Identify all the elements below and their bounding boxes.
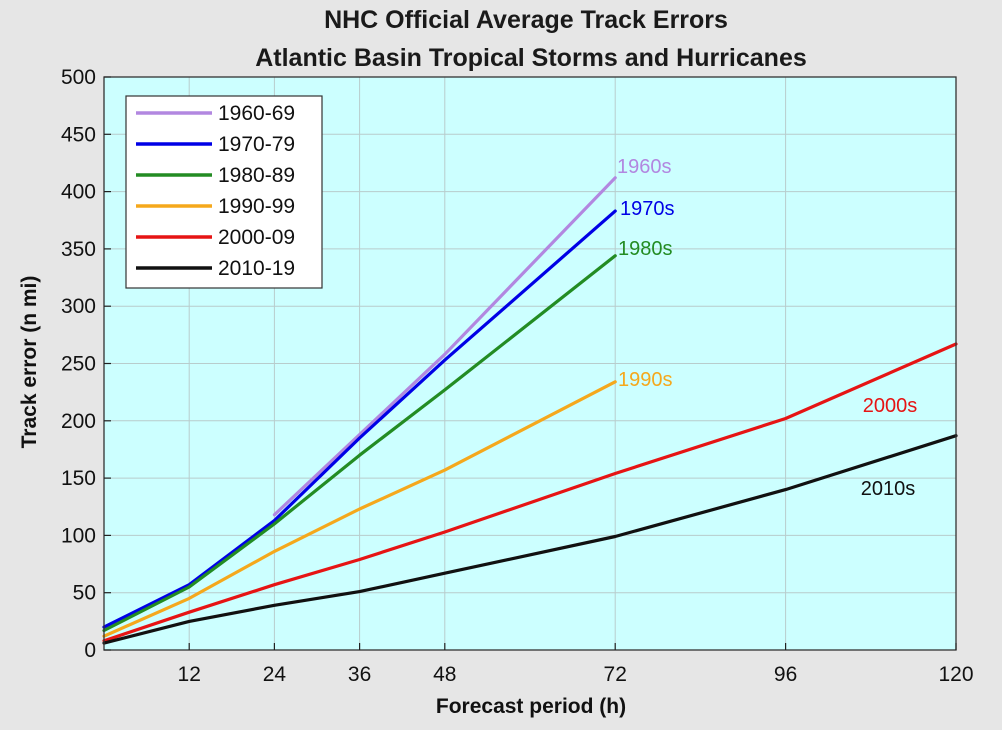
series-annotations: 1960s 1970s 1980s 1990s 2000s 2010s [617, 156, 917, 500]
series-line-1980-89 [102, 254, 617, 633]
legend-label-2000-09: 2000-09 [218, 226, 295, 249]
y-tick-label: 0 [84, 639, 96, 662]
y-tick-label: 450 [61, 123, 96, 146]
legend-label-1980-89: 1980-89 [218, 164, 295, 187]
legend-box [125, 95, 323, 289]
series-line-1970-79 [102, 209, 617, 629]
legend-label-2010-19: 2010-19 [218, 257, 295, 280]
y-tick-label: 350 [61, 238, 96, 261]
x-axis-label: Forecast period (h) [436, 695, 626, 718]
x-tick-label: 24 [263, 663, 287, 686]
y-tick-label: 50 [73, 582, 96, 605]
x-tick-label: 48 [433, 663, 456, 686]
annotation-1980s: 1980s [618, 238, 673, 260]
y-tick-label: 400 [61, 181, 96, 204]
axis-ticks: 0 50 100 150 200 250 300 350 400 450 500 12 24 36 48 72… [61, 66, 974, 686]
annotation-1960s: 1960s [617, 156, 672, 178]
x-tick-label: 12 [178, 663, 201, 686]
y-tick-label: 150 [61, 467, 96, 490]
annotation-2000s: 2000s [863, 395, 918, 417]
y-tick-label: 300 [61, 295, 96, 318]
annotation-1990s: 1990s [618, 369, 673, 391]
x-tick-label: 36 [348, 663, 371, 686]
x-tick-label: 120 [938, 663, 973, 686]
chart-subtitle: Atlantic Basin Tropical Storms and Hurri… [255, 44, 807, 72]
y-tick-label: 200 [61, 410, 96, 433]
y-tick-label: 250 [61, 353, 96, 376]
series-lines [102, 176, 958, 645]
chart-title: NHC Official Average Track Errors [324, 6, 728, 34]
y-tick-label: 100 [61, 524, 96, 547]
series-line-1960-69 [272, 176, 617, 517]
series-line-2010-19 [102, 434, 958, 645]
legend-label-1960-69: 1960-69 [218, 102, 295, 125]
x-tick-label: 96 [774, 663, 797, 686]
y-tick-label: 500 [61, 66, 96, 89]
legend-label-1990-99: 1990-99 [218, 195, 295, 218]
series-line-2000-09 [102, 342, 958, 643]
legend: 1960-69 1970-79 1980-89 1990-99 2000-09 2010-… [125, 95, 323, 289]
annotation-2010s: 2010s [861, 478, 916, 500]
annotation-1970s: 1970s [620, 198, 675, 220]
x-tick-label: 72 [604, 663, 627, 686]
y-axis-label: Track error (n mi) [18, 276, 41, 449]
legend-label-1970-79: 1970-79 [218, 133, 295, 156]
series-line-1990-99 [102, 380, 617, 638]
